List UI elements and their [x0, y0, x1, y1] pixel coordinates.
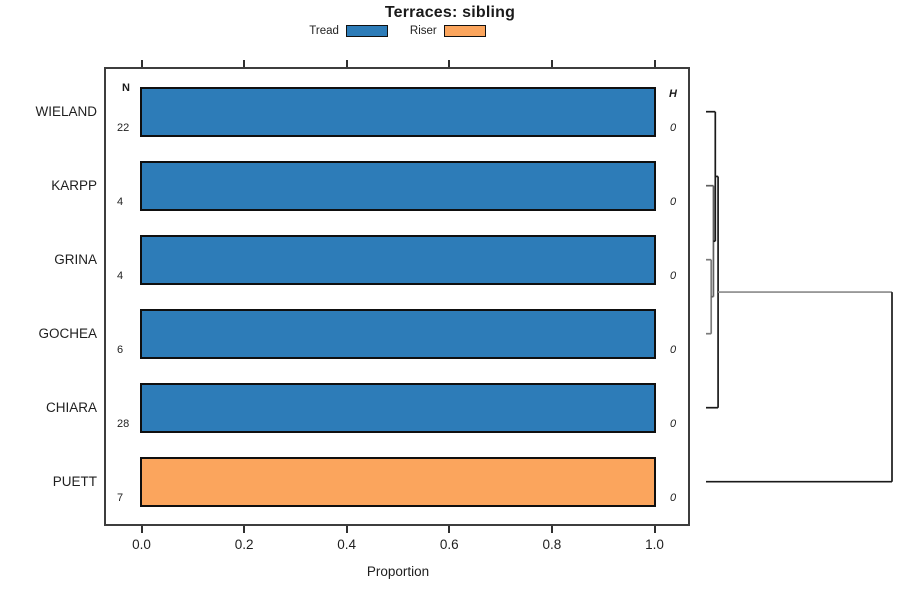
bar	[140, 234, 656, 285]
h-value: 0	[669, 269, 677, 282]
n-value: 4	[117, 269, 124, 282]
plot-panel-border	[104, 67, 690, 526]
h-column-header: H	[669, 88, 677, 100]
category-label: GOCHEA	[38, 325, 97, 341]
bar	[140, 456, 656, 507]
n-column-header: N	[122, 82, 130, 94]
legend-item: Riser	[410, 25, 486, 37]
bar	[140, 382, 656, 433]
x-axis-top-tick	[550, 60, 553, 67]
h-value: 0	[669, 343, 677, 356]
x-axis-top-tick	[140, 60, 143, 67]
chart-title: Terraces: sibling	[384, 4, 516, 21]
x-tick-label: 0.4	[337, 537, 357, 552]
x-axis-bottom-tick	[345, 526, 348, 533]
h-value: 0	[669, 195, 677, 208]
legend-label: Tread	[309, 25, 339, 37]
x-axis-top-tick	[448, 60, 451, 67]
category-label: WIELAND	[35, 103, 97, 119]
h-value: 0	[669, 491, 677, 504]
n-value: 28	[117, 417, 130, 430]
legend-item: Tread	[309, 25, 388, 37]
x-axis-label: Proportion	[366, 564, 430, 579]
h-value: 0	[669, 121, 677, 134]
x-axis-bottom-tick	[140, 526, 143, 533]
legend-swatch	[443, 25, 486, 37]
bar	[140, 308, 656, 359]
legend-swatch	[345, 25, 388, 37]
n-value: 7	[117, 491, 124, 504]
x-tick-label: 0.0	[132, 537, 151, 552]
x-axis-bottom-tick	[243, 526, 246, 533]
bar	[140, 86, 656, 137]
n-value: 4	[117, 195, 124, 208]
x-tick-label: 0.6	[439, 537, 459, 552]
x-axis-bottom-tick	[448, 526, 451, 533]
category-label: GRINA	[54, 251, 97, 267]
x-tick-label: 0.2	[234, 537, 254, 552]
legend: Tread Riser	[0, 25, 795, 37]
n-value: 22	[117, 121, 130, 134]
bar	[140, 160, 656, 211]
x-axis-top-tick	[345, 60, 348, 67]
x-axis-bottom-tick	[550, 526, 553, 533]
x-axis-top-tick	[653, 60, 656, 67]
h-value: 0	[669, 417, 677, 430]
n-value: 6	[117, 343, 124, 356]
legend-label: Riser	[409, 25, 437, 37]
x-axis-top-tick	[243, 60, 246, 67]
category-label: PUETT	[52, 473, 97, 489]
x-axis-bottom-tick	[653, 526, 656, 533]
x-tick-label: 1.0	[645, 537, 664, 552]
x-tick-label: 0.8	[542, 537, 562, 552]
category-label: KARPP	[51, 177, 97, 193]
category-label: CHIARA	[45, 399, 97, 415]
